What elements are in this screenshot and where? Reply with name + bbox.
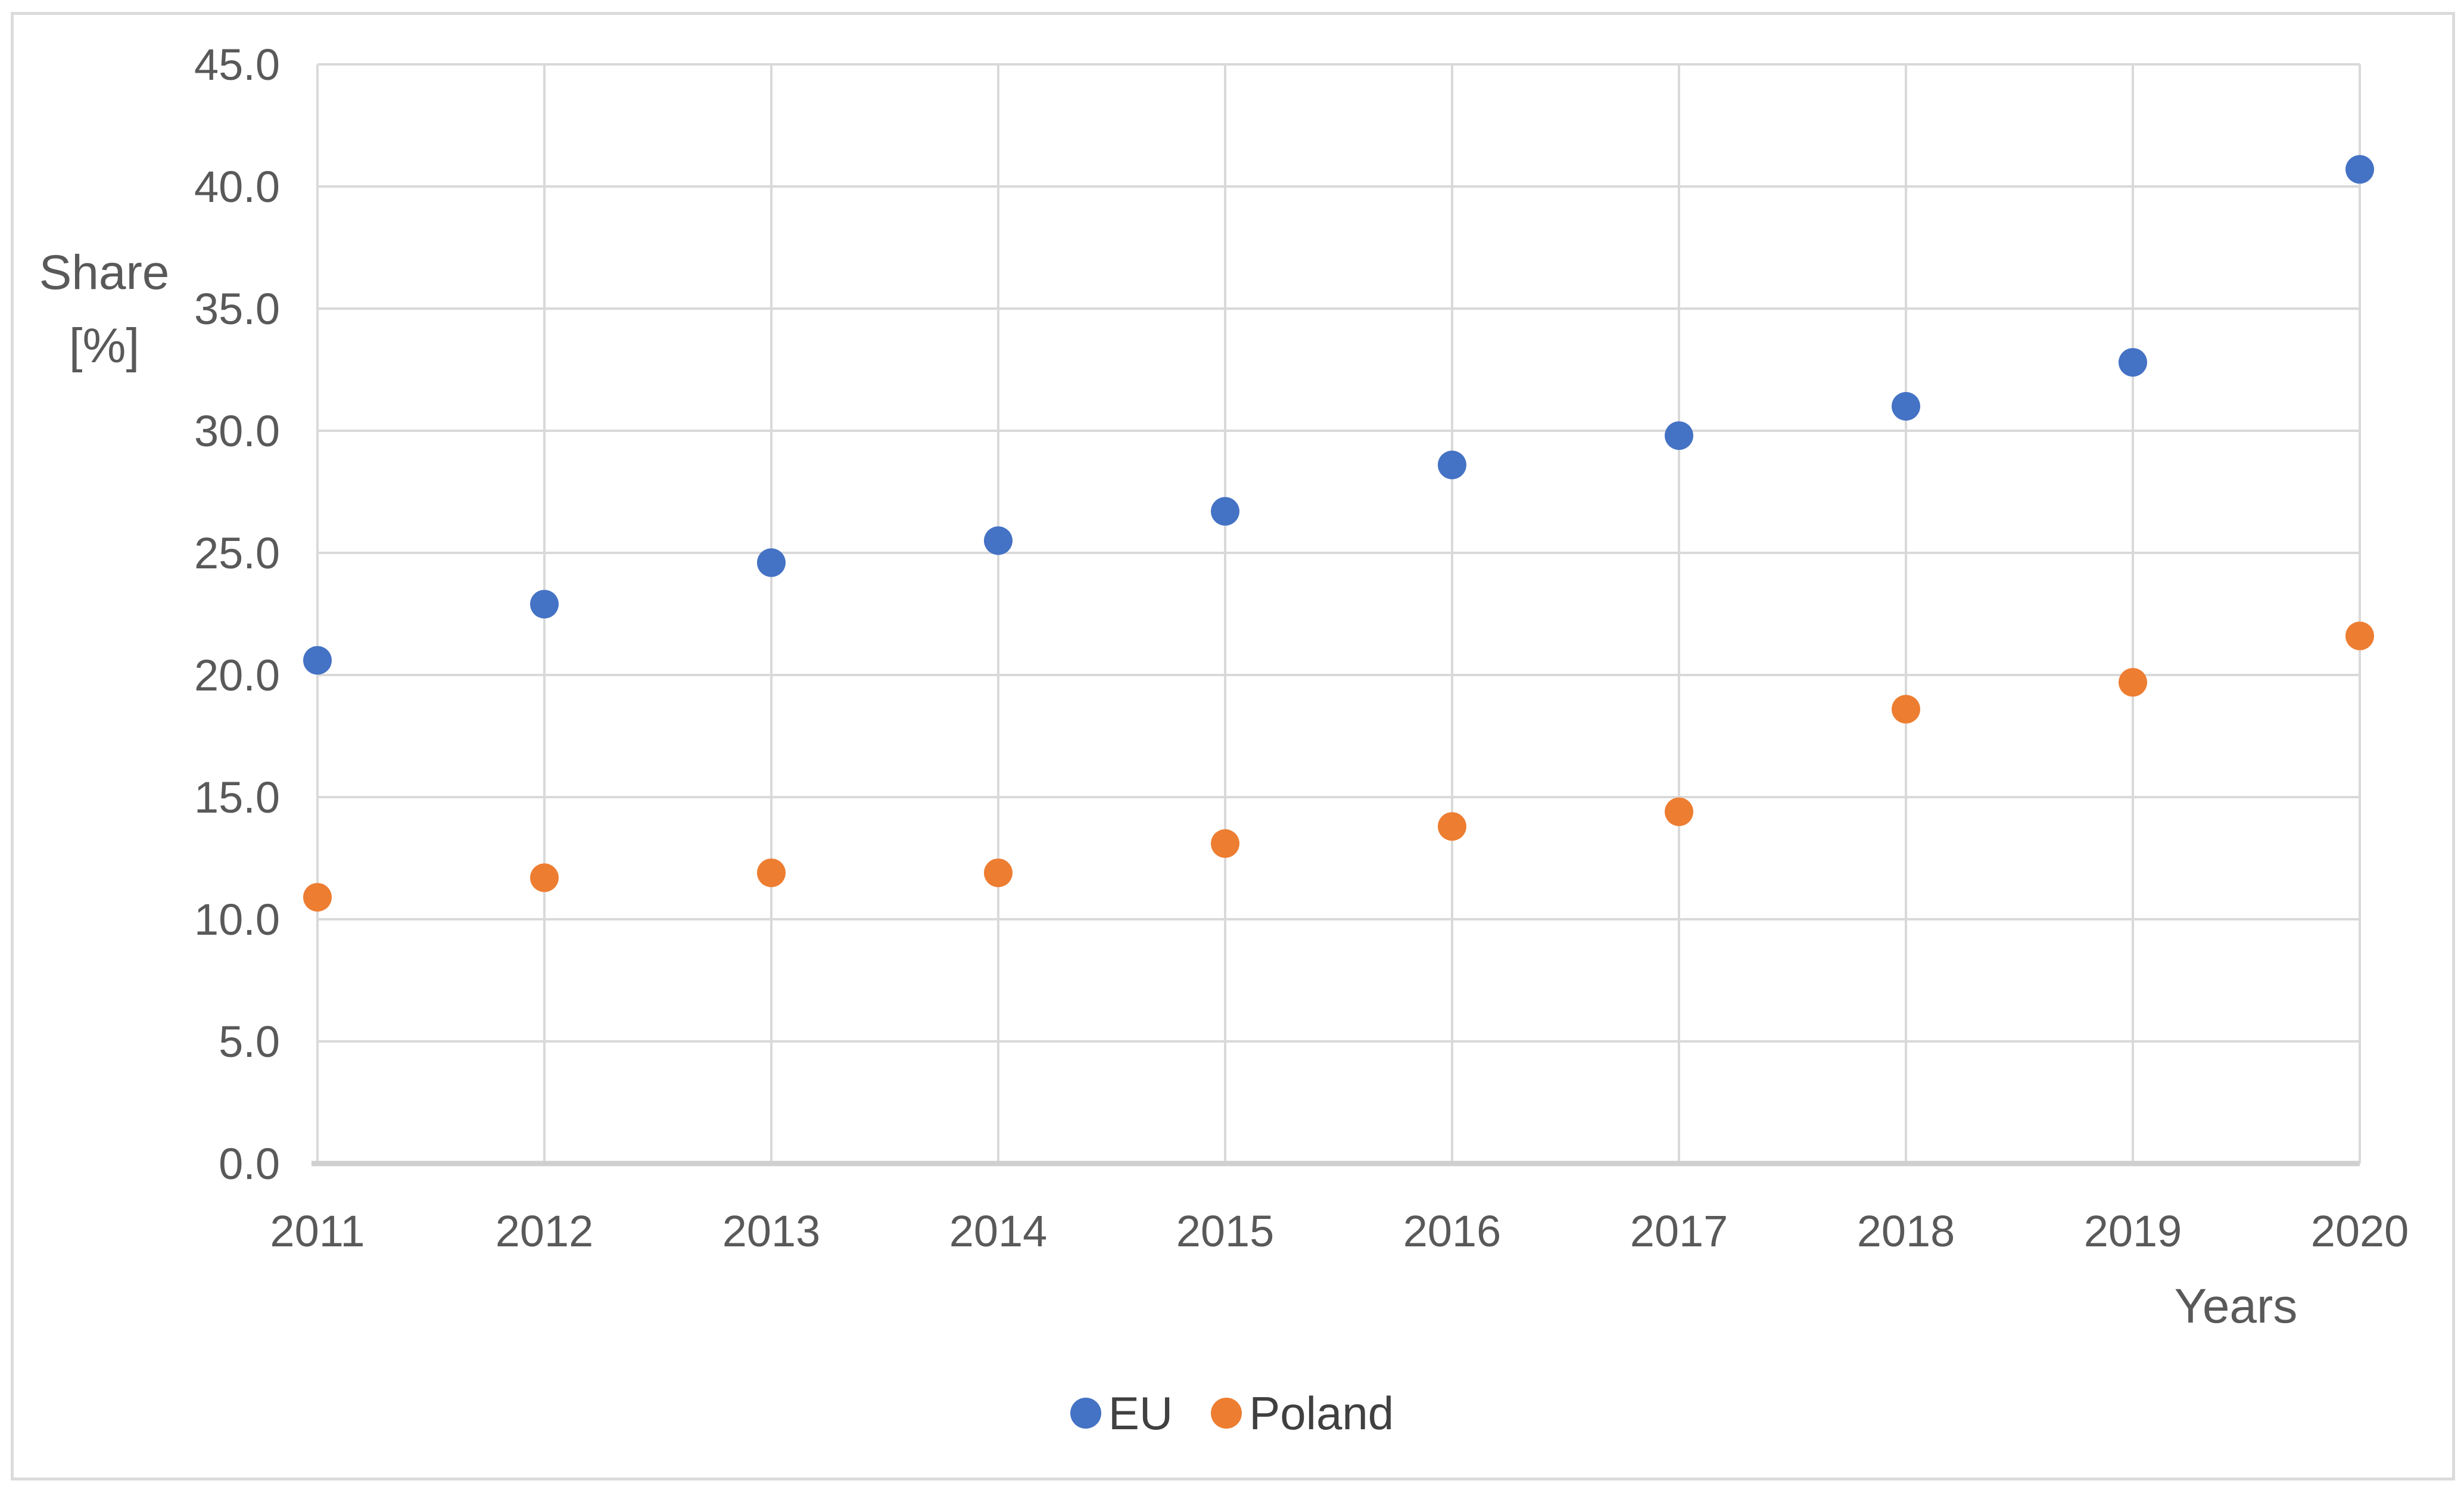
data-point-poland-2013 bbox=[757, 858, 786, 888]
data-point-poland-2016 bbox=[1438, 812, 1466, 841]
data-point-poland-2019 bbox=[2119, 668, 2147, 697]
y-tick-label: 0.0 bbox=[219, 1139, 280, 1189]
data-point-poland-2014 bbox=[984, 858, 1013, 888]
data-point-eu-2014 bbox=[984, 526, 1013, 555]
data-point-poland-2018 bbox=[1892, 695, 1920, 724]
data-point-poland-2015 bbox=[1211, 829, 1239, 858]
y-tick-label: 25.0 bbox=[194, 528, 280, 578]
data-point-eu-2019 bbox=[2119, 348, 2147, 377]
y-tick-label: 10.0 bbox=[194, 895, 280, 944]
y-tick-label: 5.0 bbox=[219, 1017, 280, 1066]
legend-label-poland: Poland bbox=[1249, 1386, 1394, 1439]
x-tick-label: 2018 bbox=[1857, 1206, 1955, 1256]
y-tick-label: 45.0 bbox=[194, 40, 280, 89]
x-tick-label: 2012 bbox=[496, 1206, 594, 1256]
data-point-eu-2020 bbox=[2345, 155, 2374, 184]
x-tick-label: 2017 bbox=[1630, 1206, 1728, 1256]
x-tick-label: 2020 bbox=[2311, 1206, 2409, 1256]
y-tick-label: 15.0 bbox=[194, 773, 280, 822]
legend-item-poland: Poland bbox=[1211, 1386, 1394, 1441]
data-point-eu-2012 bbox=[530, 590, 559, 619]
y-tick-label: 35.0 bbox=[194, 284, 280, 334]
data-point-poland-2012 bbox=[530, 863, 559, 892]
data-point-eu-2015 bbox=[1211, 497, 1239, 526]
data-point-poland-2017 bbox=[1665, 797, 1693, 826]
x-tick-label: 2016 bbox=[1403, 1206, 1502, 1256]
y-axis-title-line1: Share bbox=[39, 245, 170, 300]
figure-border bbox=[11, 12, 2455, 1480]
legend-item-eu: EU bbox=[1070, 1386, 1173, 1441]
eu-series-marker-icon bbox=[1070, 1398, 1101, 1429]
x-tick-label: 2013 bbox=[722, 1206, 821, 1256]
y-tick-label: 20.0 bbox=[194, 651, 280, 700]
x-axis-title: Years bbox=[2174, 1279, 2298, 1333]
y-axis-title: Share [%] bbox=[18, 236, 191, 382]
data-point-poland-2011 bbox=[303, 883, 332, 912]
legend-label-eu: EU bbox=[1108, 1386, 1173, 1439]
x-tick-label: 2015 bbox=[1176, 1206, 1275, 1256]
x-tick-label: 2014 bbox=[949, 1206, 1048, 1256]
data-point-eu-2017 bbox=[1665, 421, 1693, 450]
chart-legend: EU Poland bbox=[0, 1383, 2464, 1443]
data-point-eu-2018 bbox=[1892, 392, 1920, 421]
poland-series-marker-icon bbox=[1211, 1398, 1242, 1429]
data-point-eu-2011 bbox=[303, 646, 332, 675]
data-point-eu-2013 bbox=[757, 548, 786, 577]
x-tick-label: 2019 bbox=[2084, 1206, 2182, 1256]
y-tick-label: 40.0 bbox=[194, 162, 280, 211]
data-point-eu-2016 bbox=[1438, 450, 1466, 480]
y-axis-title-line2: [%] bbox=[68, 319, 140, 373]
data-point-poland-2020 bbox=[2345, 621, 2374, 651]
x-tick-label: 2011 bbox=[270, 1206, 365, 1256]
y-tick-label: 30.0 bbox=[194, 406, 280, 456]
